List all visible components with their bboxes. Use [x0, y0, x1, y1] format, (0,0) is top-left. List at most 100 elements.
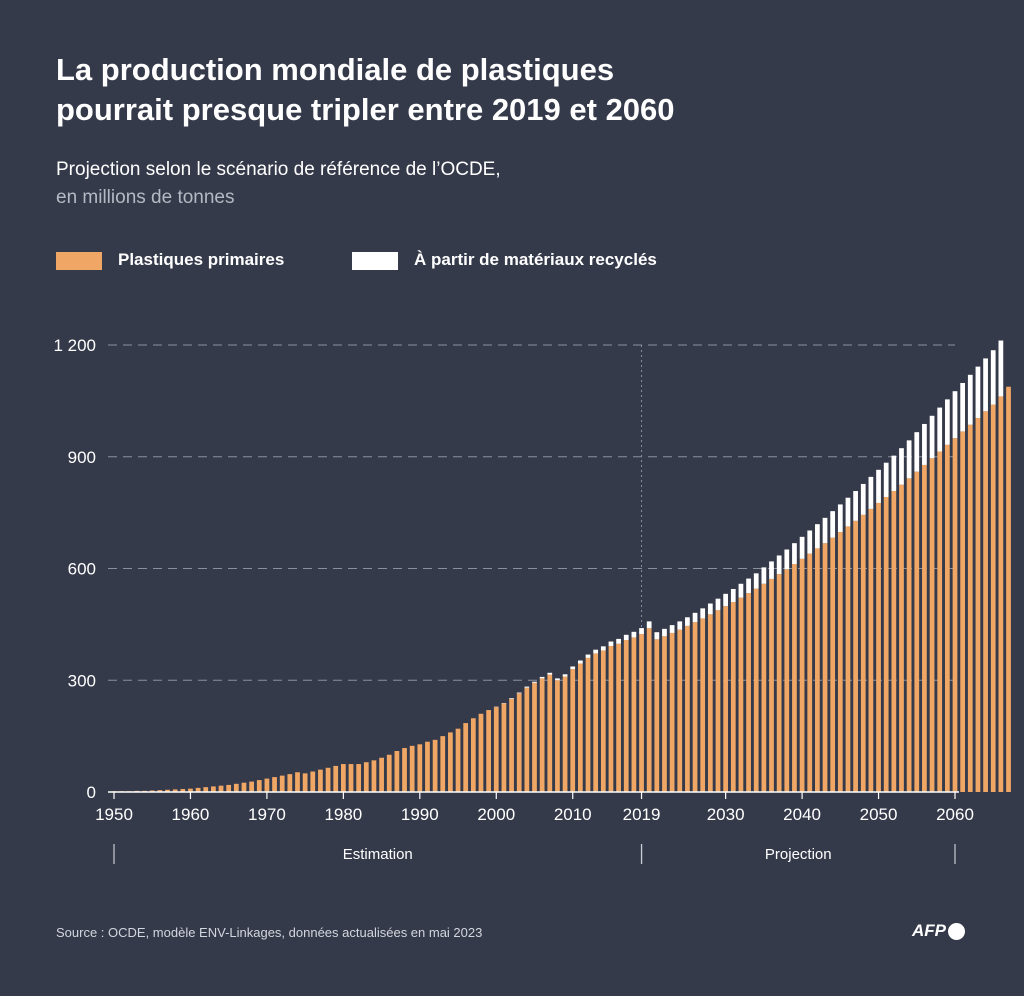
- bar-primary: [983, 411, 988, 792]
- bar-primary: [692, 622, 698, 792]
- production-bar-chart: 0 300 600 900 1 200 1950 1960 1970 1980 1990 2000 2…: [53, 336, 1011, 864]
- chart-subtitle: Projection selon le scénario de référenc…: [56, 159, 501, 180]
- bar-primary: [509, 698, 514, 792]
- bar-primary: [639, 634, 644, 792]
- bar-recycled: [883, 462, 889, 497]
- bar-primary: [455, 728, 461, 792]
- bar-primary: [379, 757, 384, 792]
- bar-primary: [249, 781, 254, 792]
- bar-primary: [631, 637, 637, 792]
- bar-primary: [478, 713, 484, 792]
- x-tick-label: 2030: [707, 805, 745, 824]
- bar-primary: [761, 583, 767, 792]
- bar-primary: [302, 773, 308, 792]
- bar-recycled: [799, 536, 805, 559]
- bar-recycled: [730, 588, 736, 603]
- bar-recycled: [516, 692, 522, 694]
- bar-recycled: [570, 666, 576, 670]
- bar-recycled: [853, 491, 858, 521]
- y-tick-label: 300: [68, 671, 96, 690]
- bar-primary: [753, 588, 759, 792]
- x-tick-label: 1960: [172, 805, 210, 824]
- bar-primary: [241, 782, 247, 792]
- bar-recycled: [608, 641, 614, 646]
- bar-primary: [822, 543, 828, 792]
- bar-primary: [738, 597, 744, 792]
- bar-recycled: [532, 681, 537, 683]
- bar-primary: [570, 669, 576, 792]
- bar-recycled: [975, 366, 981, 419]
- bar-primary: [952, 438, 958, 792]
- bar-primary: [402, 748, 407, 792]
- bar-recycled: [769, 561, 774, 579]
- bar-primary: [700, 618, 706, 792]
- bar-primary: [172, 789, 178, 792]
- bar-recycled: [822, 517, 828, 544]
- x-tick-label: 2010: [554, 805, 592, 824]
- bar-recycled: [914, 432, 920, 472]
- bar-primary: [417, 744, 423, 792]
- bar-primary: [555, 680, 560, 792]
- bar-primary: [180, 789, 186, 792]
- bar-primary: [211, 786, 216, 792]
- bar-primary: [463, 723, 469, 792]
- bar-primary: [646, 628, 652, 792]
- bar-primary: [876, 502, 881, 792]
- bar-recycled: [715, 598, 721, 611]
- bar-recycled: [837, 504, 843, 532]
- bar-recycled: [555, 678, 560, 681]
- bar-recycled: [792, 543, 797, 565]
- x-tick-label: 1990: [401, 805, 439, 824]
- bar-primary: [524, 687, 530, 792]
- bar-primary: [440, 736, 446, 792]
- bar-primary: [486, 710, 491, 792]
- bar-primary: [363, 762, 369, 792]
- bar-recycled: [906, 440, 912, 479]
- bar-recycled: [524, 686, 530, 688]
- bar-recycled: [547, 672, 553, 675]
- bar-recycled: [899, 448, 904, 485]
- bar-recycled: [937, 407, 943, 452]
- bar-primary: [318, 769, 323, 792]
- bar-primary: [233, 783, 239, 792]
- x-tick-label: 2060: [936, 805, 974, 824]
- bar-primary: [990, 404, 996, 792]
- bar-primary: [807, 553, 813, 792]
- bar-primary: [165, 789, 170, 792]
- bar-recycled: [845, 497, 851, 527]
- bar-primary: [1006, 386, 1011, 792]
- y-tick-label: 900: [68, 448, 96, 467]
- bar-primary: [853, 520, 858, 792]
- bar-recycled: [723, 593, 729, 607]
- bar-primary: [746, 593, 751, 792]
- legend-label-recycled: À partir de matériaux recyclés: [414, 250, 657, 269]
- chart-title: La production mondiale de plastiques pou…: [56, 50, 956, 130]
- bar-recycled: [776, 555, 782, 575]
- bar-primary: [394, 751, 400, 792]
- bar-primary: [685, 625, 690, 792]
- bar-recycled: [860, 483, 866, 515]
- bar-recycled: [746, 578, 751, 594]
- bar-primary: [295, 772, 300, 792]
- bar-primary: [998, 396, 1004, 792]
- bar-primary: [356, 764, 362, 792]
- bar-primary: [593, 653, 599, 792]
- x-tick-label: 1980: [324, 805, 362, 824]
- afp-logo-text: AFP: [912, 921, 946, 940]
- bar-primary: [922, 464, 927, 792]
- bar-primary: [470, 718, 476, 792]
- bar-primary: [937, 451, 943, 792]
- bar-primary: [845, 526, 851, 792]
- bar-recycled: [631, 631, 637, 638]
- bar-primary: [432, 739, 438, 792]
- bar-primary: [562, 676, 568, 792]
- bar-primary: [493, 707, 499, 792]
- y-tick-label: 600: [68, 560, 96, 579]
- bar-primary: [279, 775, 285, 792]
- x-tick-label: 1970: [248, 805, 286, 824]
- bar-primary: [623, 640, 629, 792]
- bar-primary: [539, 678, 545, 792]
- bar-primary: [837, 531, 843, 792]
- bar-recycled: [753, 573, 759, 589]
- y-tick-label: 0: [87, 783, 96, 802]
